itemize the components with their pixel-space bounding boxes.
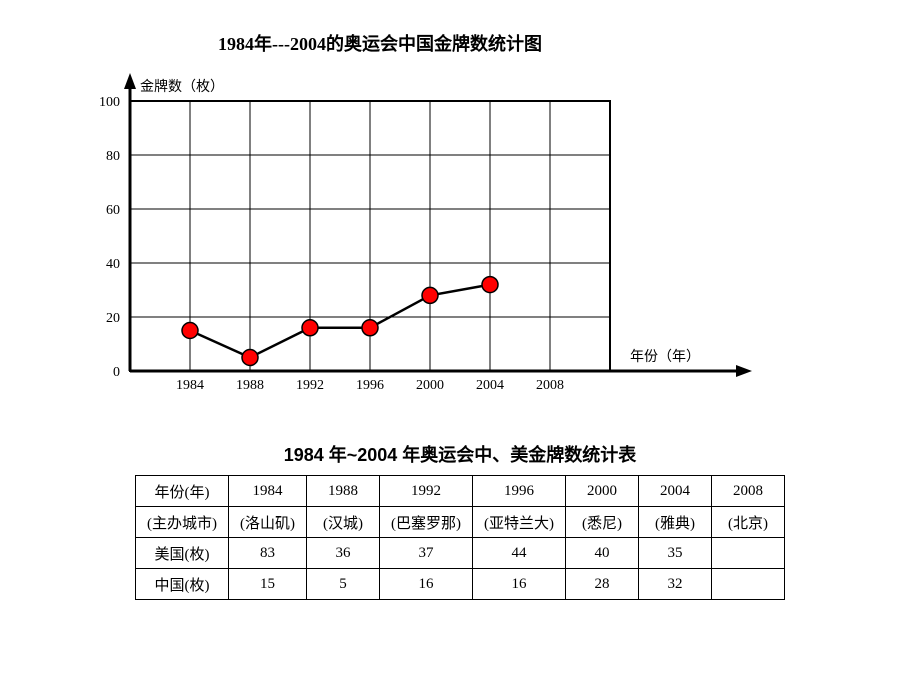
table-cell: 1992 (380, 476, 473, 507)
svg-text:1996: 1996 (356, 378, 384, 393)
svg-text:0: 0 (113, 365, 120, 380)
table-cell: (北京) (712, 507, 785, 538)
table-cell: 2008 (712, 476, 785, 507)
table-cell: (洛山矶) (229, 507, 307, 538)
table-cell: 2000 (566, 476, 639, 507)
svg-text:20: 20 (106, 311, 120, 326)
gold-medal-chart: 1984年---2004的奥运会中国金牌数统计图 020406080100金牌数… (50, 30, 770, 401)
table-cell: 16 (473, 569, 566, 600)
svg-text:100: 100 (99, 95, 120, 110)
svg-text:2004: 2004 (476, 378, 504, 393)
table-cell: 40 (566, 538, 639, 569)
svg-text:40: 40 (106, 257, 120, 272)
table-cell: 37 (380, 538, 473, 569)
table-cell: 5 (307, 569, 380, 600)
svg-text:1984: 1984 (176, 378, 204, 393)
table-cell: (巴塞罗那) (380, 507, 473, 538)
table-cell: (汉城) (307, 507, 380, 538)
svg-text:60: 60 (106, 203, 120, 218)
table-cell: (亚特兰大) (473, 507, 566, 538)
table-cell (712, 538, 785, 569)
table-cell: 1984 (229, 476, 307, 507)
svg-text:80: 80 (106, 149, 120, 164)
svg-text:金牌数（枚）: 金牌数（枚） (140, 78, 224, 95)
table-cell: 年份(年) (136, 476, 229, 507)
table-cell: 35 (639, 538, 712, 569)
svg-text:1992: 1992 (296, 378, 324, 393)
table-cell: 32 (639, 569, 712, 600)
table-cell: (悉尼) (566, 507, 639, 538)
table-cell: 15 (229, 569, 307, 600)
table-cell: 中国(枚) (136, 569, 229, 600)
table-cell: 1988 (307, 476, 380, 507)
table-cell: 16 (380, 569, 473, 600)
table-cell: (主办城市) (136, 507, 229, 538)
table-cell: 2004 (639, 476, 712, 507)
svg-text:2000: 2000 (416, 378, 444, 393)
svg-text:年份（年）: 年份（年） (630, 349, 700, 365)
table-cell: 83 (229, 538, 307, 569)
table-cell: 36 (307, 538, 380, 569)
svg-text:2008: 2008 (536, 378, 564, 393)
table-cell: 44 (473, 538, 566, 569)
table-cell (712, 569, 785, 600)
svg-text:1988: 1988 (236, 378, 264, 393)
table-title: 1984 年~2004 年奥运会中、美金牌数统计表 (50, 441, 870, 467)
chart-title: 1984年---2004的奥运会中国金牌数统计图 (0, 30, 770, 56)
table-cell: 美国(枚) (136, 538, 229, 569)
medal-table: 年份(年)1984198819921996200020042008 (主办城市)… (135, 475, 785, 600)
table-cell: 28 (566, 569, 639, 600)
table-cell: (雅典) (639, 507, 712, 538)
table-cell: 1996 (473, 476, 566, 507)
chart-svg: 0 20 40 60 80 100 金牌数（枚） 年份（年） 1984 1988 1992 1996 2… (50, 71, 770, 401)
